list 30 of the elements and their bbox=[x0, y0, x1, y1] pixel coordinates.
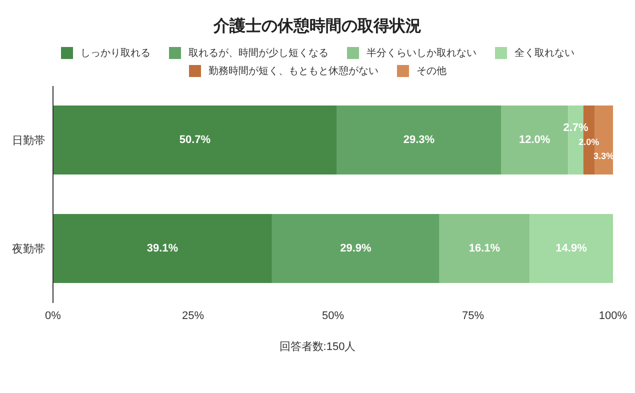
bar bbox=[336, 106, 501, 175]
data-label: 16.1% bbox=[468, 242, 500, 255]
data-label: 29.9% bbox=[340, 242, 372, 255]
data-label: 3.3% bbox=[594, 151, 614, 162]
data-label: 14.9% bbox=[556, 242, 588, 255]
bar bbox=[530, 214, 613, 284]
x-tick-label: 100% bbox=[598, 310, 628, 322]
legend-label: 半分くらいしか取れない bbox=[366, 46, 476, 60]
bar bbox=[439, 214, 530, 284]
legend-label: 取れるが、時間が少し短くなる bbox=[188, 46, 328, 60]
x-tick-label: 75% bbox=[462, 310, 484, 322]
chart-title: 介護士の休憩時間の取得状況 bbox=[212, 16, 422, 37]
legend-label: その他 bbox=[416, 65, 446, 78]
data-label: 39.1% bbox=[146, 242, 178, 255]
data-label: 12.0% bbox=[519, 134, 550, 146]
x-tick-label: 25% bbox=[182, 310, 204, 322]
data-label: 29.3% bbox=[403, 134, 435, 146]
data-label: 2.0% bbox=[578, 137, 600, 148]
legend-label: 全く取れない bbox=[514, 47, 574, 60]
x-tick-label: 0% bbox=[45, 310, 62, 322]
y-tick-label: 日勤帯 bbox=[12, 134, 45, 148]
legend-label: しっかり取れる bbox=[80, 47, 150, 60]
bar bbox=[53, 106, 337, 175]
bar bbox=[272, 214, 440, 284]
data-label: 50.7% bbox=[179, 134, 211, 146]
x-axis-title: 回答者数:150人 bbox=[278, 340, 357, 354]
x-tick-label: 50% bbox=[322, 310, 344, 322]
legend-label: 勤務時間が短く、もともと休憩がない bbox=[208, 64, 378, 78]
y-tick-label: 夜勤帯 bbox=[12, 242, 45, 256]
bar bbox=[53, 214, 272, 284]
